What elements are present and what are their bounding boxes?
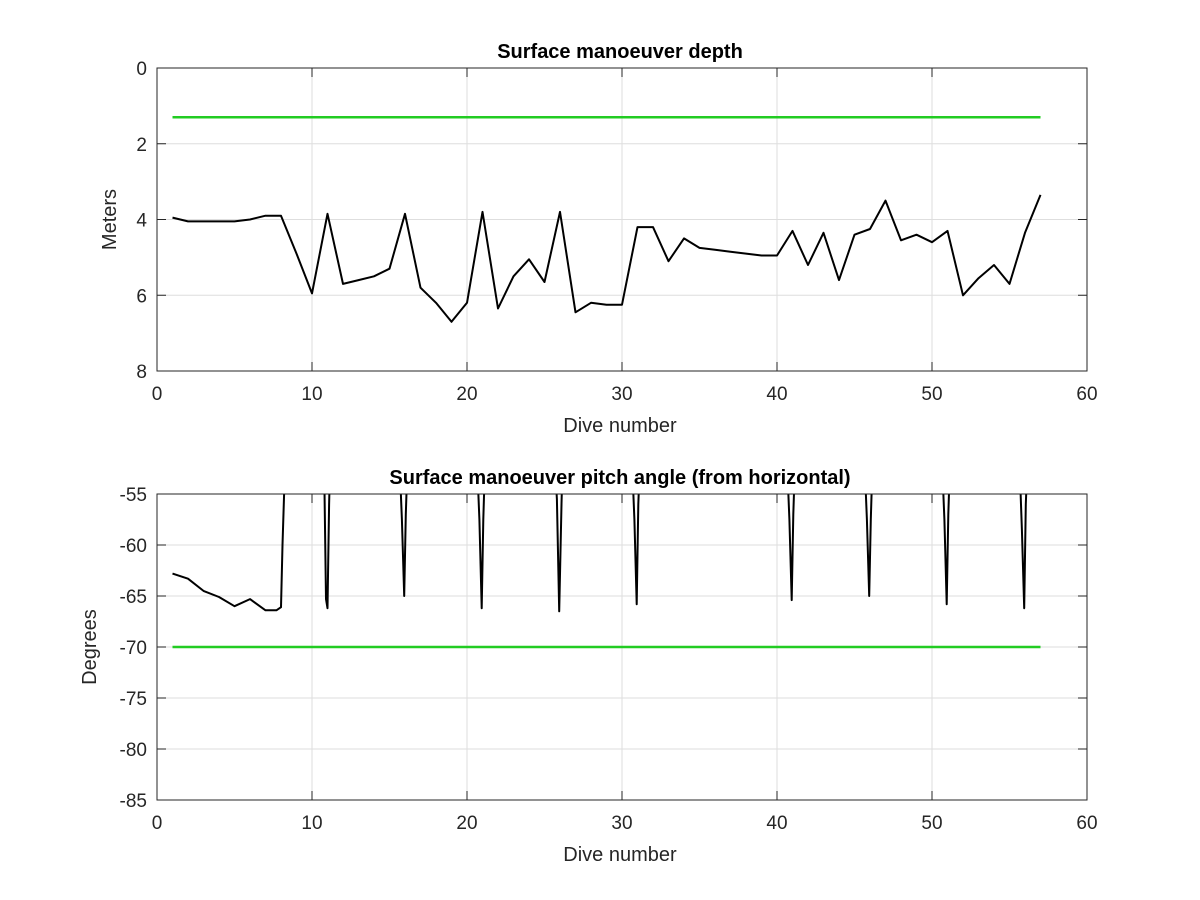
x-tick-label: 60	[1076, 384, 1097, 405]
x-tick-label: 10	[301, 813, 322, 834]
x-tick-label: 0	[152, 384, 163, 405]
x-tick-label: 50	[921, 813, 942, 834]
data-series-line	[172, 194, 1042, 323]
x-tick-label: 20	[456, 813, 477, 834]
y-tick-label: -75	[120, 689, 147, 710]
x-tick-label: 40	[766, 384, 787, 405]
y-tick-label: 2	[136, 135, 147, 156]
x-tick-label: 30	[611, 384, 632, 405]
y-tick-label: 0	[136, 59, 147, 80]
y-axis-label: Meters	[99, 189, 121, 250]
x-tick-label: 0	[152, 813, 163, 834]
chart-title: Surface manoeuver depth	[497, 41, 743, 63]
y-axis-label: Degrees	[79, 609, 101, 685]
y-tick-label: -85	[120, 791, 147, 812]
y-tick-label: -70	[120, 638, 147, 659]
y-tick-label: 6	[136, 286, 147, 307]
x-tick-label: 50	[921, 384, 942, 405]
x-tick-label: 20	[456, 384, 477, 405]
chart-title: Surface manoeuver pitch angle (from hori…	[389, 467, 850, 489]
y-tick-label: 4	[136, 211, 147, 232]
x-axis-label: Dive number	[563, 415, 677, 437]
y-tick-label: -65	[120, 587, 147, 608]
y-tick-label: -60	[120, 536, 147, 557]
y-tick-label: 8	[136, 362, 147, 383]
depth-chart: 0 10 20 30 40 50 60 0 2 4 6 8 Surface manoeuver dept…	[99, 41, 1098, 437]
axes-box	[156, 67, 1088, 372]
pitch-chart: 0 10 20 30 40 50 60 -55 -60 -65 -70 -75 -80 -85 Surfac…	[79, 467, 1098, 866]
x-tick-label: 60	[1076, 813, 1097, 834]
x-tick-label: 30	[611, 813, 632, 834]
y-tick-label: -80	[120, 740, 147, 761]
x-tick-label: 10	[301, 384, 322, 405]
y-tick-label: -55	[120, 485, 147, 506]
data-series-line	[172, 494, 1028, 613]
x-axis-label: Dive number	[563, 844, 677, 866]
axes-box	[156, 493, 1088, 801]
x-tick-label: 40	[766, 813, 787, 834]
